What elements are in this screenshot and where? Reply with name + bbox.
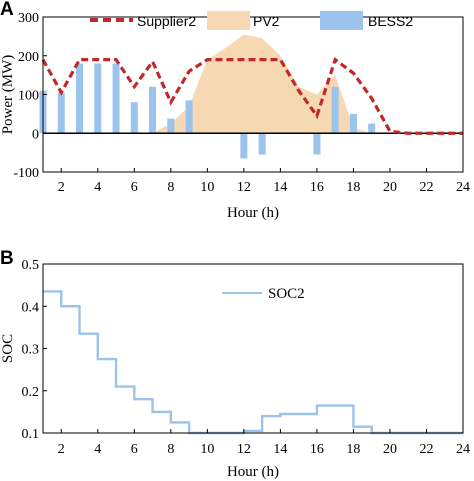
bess2-bar: [149, 86, 157, 134]
bess2-bar: [76, 63, 84, 134]
x-tick-label: 24: [456, 442, 470, 457]
bess2-bar: [130, 102, 138, 134]
soc2-line: [43, 290, 463, 435]
x-tick-label: 12: [237, 442, 251, 457]
pv2-area-layer: [43, 34, 463, 134]
y-ticks-a: -100 0 100 200 300: [13, 11, 47, 181]
x-tick-label: 20: [383, 442, 397, 457]
bess2-bar: [258, 133, 266, 155]
supplier2-line: [41, 57, 463, 135]
y-tick-label: 0.5: [22, 258, 40, 273]
bess2-bar: [349, 113, 357, 134]
bess2-bar: [368, 123, 376, 134]
chart-b: 2 4 6 8 10 12 14 16 18 20 22 24 0.10.20.30.40.5 Hou…: [0, 258, 470, 480]
pv2-area: [43, 34, 463, 134]
bess2-bar: [185, 100, 193, 134]
legend-a: Supplier2 PV2 BESS2: [90, 11, 413, 30]
bess2-bar: [57, 92, 65, 134]
x-tick-label: 2: [58, 442, 65, 457]
bess2-bar: [313, 133, 321, 155]
x-tick-label: 6: [131, 442, 138, 457]
x-tick-label: 8: [167, 442, 174, 457]
bess2-bar: [94, 63, 102, 134]
panel-b-letter: B: [0, 248, 14, 269]
x-tick-label: 18: [346, 442, 360, 457]
legend-label-supplier2: Supplier2: [137, 13, 196, 29]
y-axis-label-a: Power (MW): [0, 55, 16, 135]
bess2-bar: [167, 118, 175, 134]
x-axis-label-a: Hour (h): [227, 205, 279, 221]
y-tick-label: 0.1: [22, 427, 40, 442]
y-tick-label: 300: [18, 11, 39, 26]
x-ticks-b: 2 4 6 8 10 12 14 16 18 20 22 24: [58, 429, 470, 457]
x-tick-label: 18: [346, 180, 360, 195]
x-tick-label: 4: [94, 180, 101, 195]
y-tick-label: -100: [13, 166, 39, 181]
legend-b: SOC2: [218, 280, 323, 306]
y-axis-label-b: SOC: [0, 334, 16, 363]
x-tick-label: 10: [200, 442, 214, 457]
bess2-bar: [240, 133, 248, 159]
x-tick-label: 8: [167, 180, 174, 195]
panel-a-letter: A: [0, 0, 14, 20]
x-ticks-a: 2 4 6 8 10 12 14 16 18 20 22 24: [58, 168, 470, 195]
x-tick-label: 10: [200, 180, 214, 195]
bess2-bar: [112, 63, 120, 134]
y-tick-label: 0.3: [22, 343, 40, 358]
legend-label-bess2: BESS2: [368, 13, 413, 29]
legend-label-soc2: SOC2: [268, 286, 305, 302]
x-tick-label: 22: [419, 180, 433, 195]
x-tick-label: 4: [94, 442, 101, 457]
x-tick-label: 16: [310, 180, 324, 195]
y-tick-label: 0: [32, 127, 39, 142]
y-tick-label: 200: [18, 50, 39, 65]
legend-swatch-bess2: [320, 11, 363, 30]
x-tick-label: 20: [383, 180, 397, 195]
x-tick-label: 14: [273, 180, 287, 195]
soc2-line-layer: [43, 290, 463, 435]
x-tick-label: 22: [419, 442, 433, 457]
x-tick-label: 24: [456, 180, 470, 195]
x-axis-label-b: Hour (h): [227, 464, 279, 480]
legend-label-pv2: PV2: [253, 13, 280, 29]
x-tick-label: 12: [237, 180, 251, 195]
x-tick-label: 6: [131, 180, 138, 195]
x-tick-label: 2: [58, 180, 65, 195]
x-tick-label: 14: [273, 442, 287, 457]
legend-swatch-pv2: [207, 11, 250, 30]
bess2-bar: [331, 86, 339, 134]
y-ticks-b: 0.1 0.2 0.3 0.4 0.5: [22, 258, 47, 442]
y-tick-label: 0.4: [22, 300, 40, 315]
x-tick-label: 16: [310, 442, 324, 457]
supplier2-line-layer: [41, 57, 463, 135]
y-tick-label: 100: [18, 89, 39, 104]
y-tick-label: 0.2: [22, 385, 40, 400]
